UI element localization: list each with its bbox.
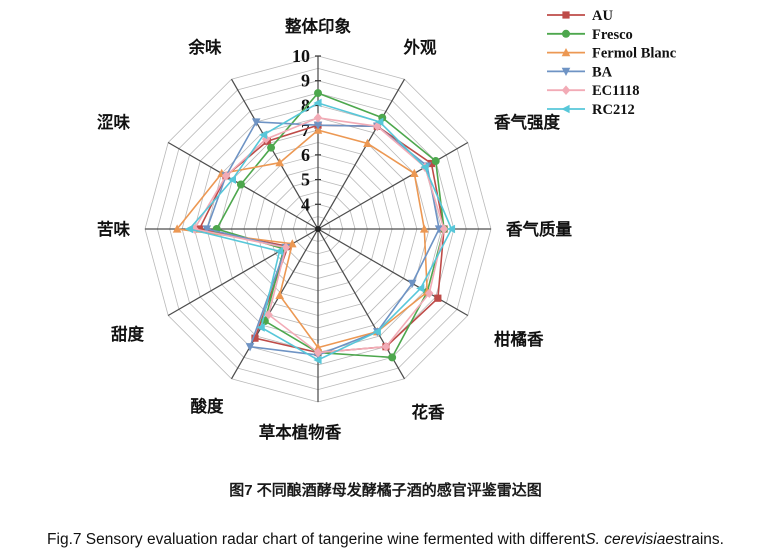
series-ba [202, 118, 444, 360]
legend-marker [562, 11, 570, 19]
data-point-marker [274, 246, 284, 256]
legend-item: BA [547, 64, 613, 80]
legend-label: BA [592, 64, 613, 80]
legend-label: EC1118 [592, 83, 640, 99]
radial-tick-label: 10 [292, 46, 310, 66]
data-point-marker [439, 224, 449, 234]
data-point-marker [251, 334, 259, 342]
data-point-marker [419, 224, 429, 233]
data-point-marker [313, 121, 323, 130]
axis-label: 草本植物香 [259, 422, 342, 442]
data-point-marker [313, 355, 322, 365]
data-point-marker [202, 225, 212, 234]
radial-tick-label: 4 [301, 194, 310, 214]
data-point-marker [259, 130, 268, 140]
data-point-marker [256, 323, 265, 332]
radar-spoke [317, 228, 469, 317]
data-point-marker [407, 279, 417, 288]
legend-item: AU [547, 8, 613, 24]
data-point-marker [313, 98, 322, 108]
axis-label: 涩味 [97, 112, 131, 132]
radial-tick-label: 5 [301, 170, 310, 190]
series-au [195, 121, 448, 357]
data-point-marker [227, 175, 236, 184]
data-point-marker [410, 168, 419, 177]
axis-label: 甜度 [111, 324, 145, 344]
data-point-marker [221, 171, 231, 181]
legend-label: Fermol Blanc [592, 46, 677, 62]
data-point-marker [313, 112, 323, 123]
axis-label: 余味 [188, 37, 223, 57]
data-point-marker [288, 239, 297, 248]
data-point-marker [236, 180, 245, 189]
data-point-marker [275, 158, 284, 167]
data-point-marker [416, 284, 425, 293]
series-rc212 [184, 98, 456, 365]
data-point-marker [388, 353, 397, 362]
legend-label: RC212 [592, 102, 635, 118]
data-point-marker [375, 117, 384, 127]
data-point-marker [264, 309, 273, 320]
radar-spoke [317, 141, 469, 230]
data-point-marker [172, 224, 182, 233]
data-point-marker [245, 343, 255, 352]
legend-item: RC212 [547, 102, 635, 118]
radar-spoke [230, 78, 319, 230]
axis-label: 整体印象 [285, 16, 352, 36]
data-point-marker [313, 343, 323, 352]
axis-label: 柑橘香 [494, 329, 544, 349]
data-point-marker [427, 159, 436, 168]
radial-tick-label: 6 [301, 145, 310, 165]
radar-spoke [230, 228, 319, 380]
radar-chart-area: 4 5 6 7 8 9 10 整体印象外观香气强度香气质量柑橘香花香草本植物香 酸度 甜度 苦味 涩味… [97, 8, 677, 442]
axis-label: 花香 [412, 402, 446, 422]
legend: AU Fresco Fermol Blanc BA EC1118 RC212 [547, 8, 677, 118]
data-point-marker [363, 138, 372, 147]
caption-english: Fig.7 Sensory evaluation radar chart of … [0, 531, 771, 549]
data-point-marker [446, 224, 456, 234]
axis-label: 香气强度 [494, 112, 561, 132]
data-point-marker [420, 162, 429, 172]
caption-english-suffix: strains. [673, 531, 724, 548]
data-point-marker [372, 327, 381, 337]
data-point-marker [184, 224, 194, 234]
data-point-marker [275, 290, 284, 299]
legend-marker [561, 85, 571, 95]
caption-english-prefix: Fig.7 Sensory evaluation radar chart of … [47, 531, 586, 548]
caption-chinese: 图7 不同酿酒酵母发酵橘子酒的感官评鉴雷达图 [229, 482, 542, 499]
data-point-marker [251, 118, 261, 127]
data-point-marker [431, 157, 440, 166]
data-point-marker [267, 143, 276, 152]
legend-label: Fresco [592, 27, 633, 43]
data-point-marker [281, 242, 291, 253]
legend-marker [562, 29, 570, 38]
radar-spoke [317, 228, 406, 380]
data-point-marker [434, 294, 442, 302]
data-point-marker [381, 341, 391, 352]
caption-english-species: S. cerevisiae [585, 531, 674, 548]
legend-label: AU [592, 8, 613, 24]
radial-tick-label: 8 [301, 95, 310, 115]
legend-marker [561, 67, 571, 76]
axis-label: 苦味 [97, 219, 131, 239]
axis-label: 外观 [404, 37, 438, 57]
radial-tick-label: 7 [301, 120, 310, 140]
radar-spoke [317, 78, 406, 230]
data-point-marker [313, 347, 323, 358]
legend-marker [561, 104, 570, 114]
radial-tick-label: 9 [301, 71, 310, 91]
legend-marker [561, 48, 571, 57]
legend-item: Fresco [547, 27, 633, 43]
data-point-marker [195, 225, 203, 233]
legend-item: EC1118 [547, 83, 640, 99]
data-point-marker [425, 288, 434, 299]
axis-label: 酸度 [191, 396, 225, 416]
legend-item: Fermol Blanc [547, 46, 677, 62]
data-point-marker [314, 89, 322, 98]
radar-center-dot [315, 226, 321, 232]
axis-label: 香气质量 [506, 219, 573, 239]
